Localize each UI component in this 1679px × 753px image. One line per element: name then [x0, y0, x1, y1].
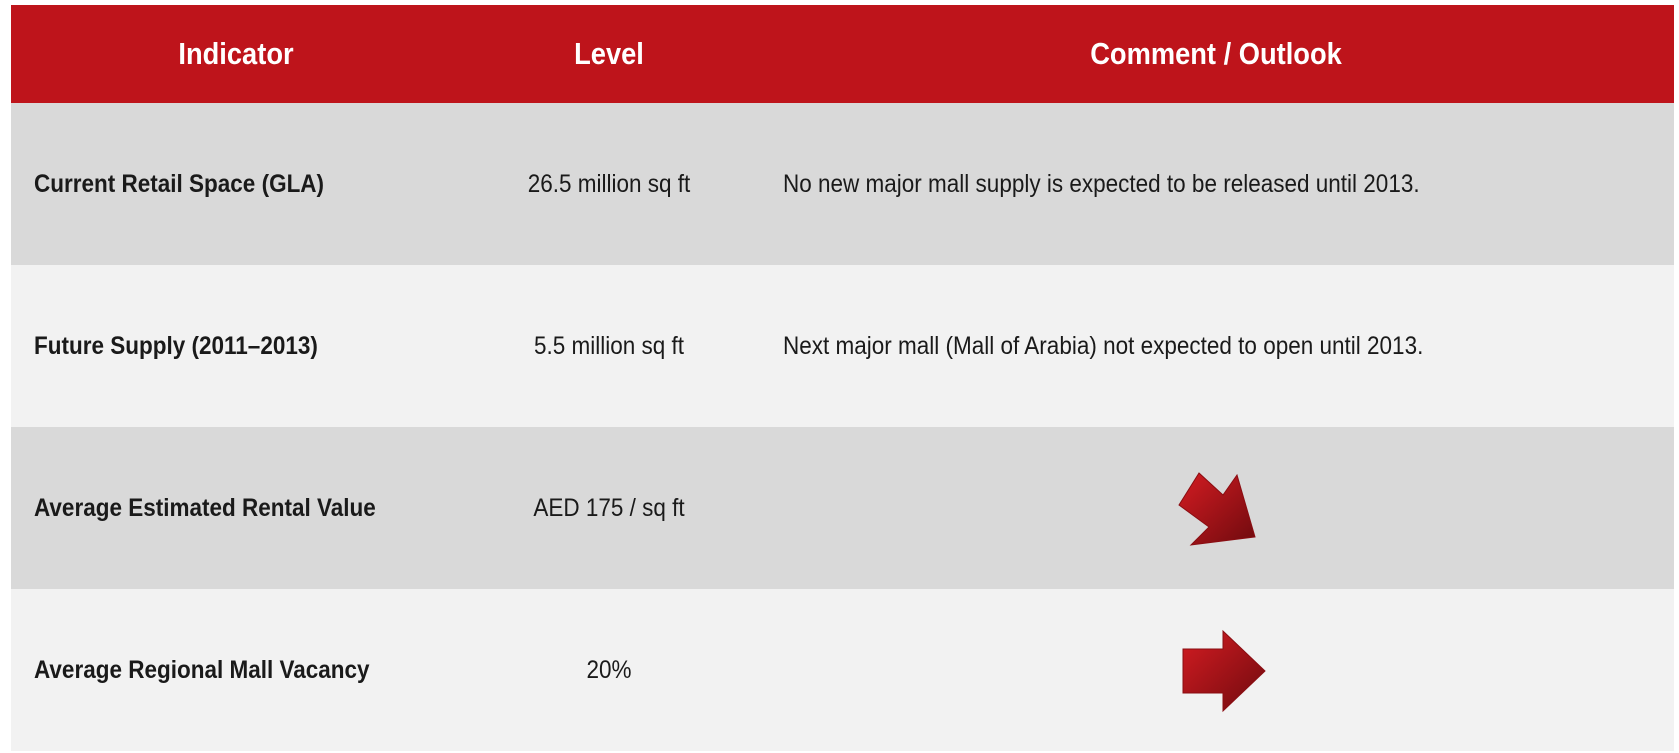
row: Average Regional Mall Vacancy 20% [11, 589, 1674, 751]
arrow-down-right [1178, 472, 1256, 546]
header-cell: Level [574, 36, 644, 71]
indicator: Future Supply (2011–2013) [34, 332, 318, 360]
arrow-right [1182, 629, 1266, 713]
table: Indicator Level Comment / Outlook Curren… [11, 5, 1674, 751]
row: Average Estimated Rental Value AED 175 /… [11, 427, 1674, 589]
level: 26.5 million sq ft [527, 170, 691, 198]
row: Current Retail Space (GLA) 26.5 million … [11, 103, 1674, 265]
header-cell: Comment / Outlook [1090, 36, 1342, 71]
row: Future Supply (2011–2013) 5.5 million sq… [11, 265, 1674, 427]
indicator: Current Retail Space (GLA) [34, 170, 325, 198]
comment: Next major mall (Mall of Arabia) not exp… [783, 332, 1424, 360]
header-row: Indicator Level Comment / Outlook [11, 5, 1674, 103]
indicator: Average Estimated Rental Value [34, 494, 376, 522]
level: 20% [586, 656, 632, 684]
indicator: Average Regional Mall Vacancy [34, 656, 370, 684]
comment: No new major mall supply is expected to … [783, 170, 1420, 198]
level: 5.5 million sq ft [533, 332, 685, 360]
header-cell: Indicator [178, 36, 294, 71]
level: AED 175 / sq ft [533, 494, 685, 522]
